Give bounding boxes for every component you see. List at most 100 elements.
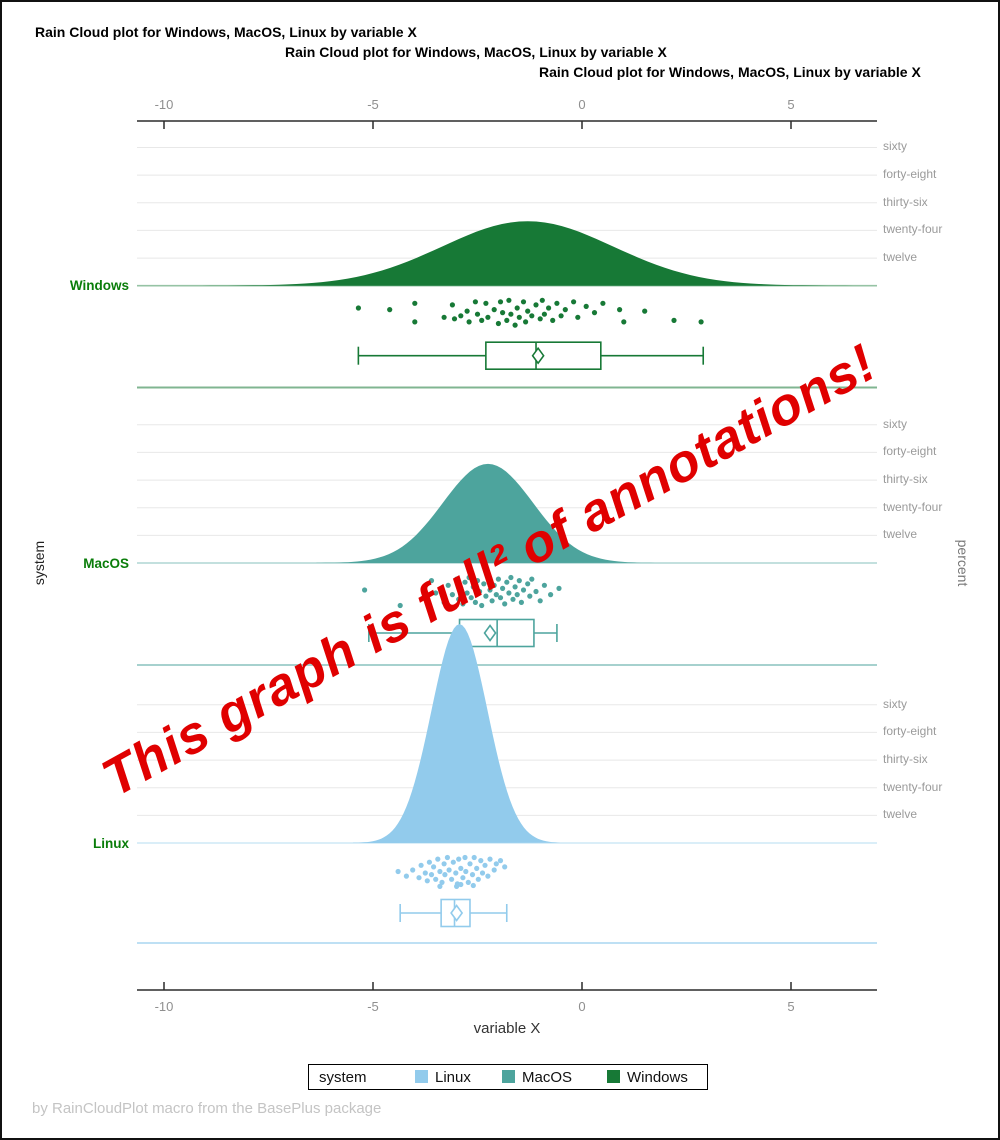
rain-point bbox=[477, 588, 483, 595]
rain-point bbox=[508, 311, 514, 317]
rain-point bbox=[483, 593, 489, 599]
percent-tick-label: twenty-four bbox=[883, 222, 943, 237]
rain-point bbox=[493, 592, 499, 598]
rain-point bbox=[500, 585, 506, 592]
density-cloud-linux bbox=[353, 624, 566, 843]
rain-point bbox=[537, 598, 543, 604]
legend-swatch-windows bbox=[607, 1070, 620, 1083]
bottom-axis-tick-label: -5 bbox=[367, 999, 379, 1014]
rain-point bbox=[556, 585, 562, 592]
rain-point bbox=[583, 303, 589, 309]
rain-point bbox=[550, 317, 556, 323]
percent-tick-label: thirty-six bbox=[883, 472, 928, 487]
rain-point bbox=[571, 299, 577, 305]
percent-tick-label: forty-eight bbox=[883, 444, 937, 459]
box-plot-windows bbox=[357, 341, 705, 371]
percent-tick-label: sixty bbox=[883, 416, 907, 431]
rain-point bbox=[412, 300, 418, 306]
top-axis-tick-label: -5 bbox=[367, 97, 379, 112]
rain-point bbox=[462, 854, 468, 861]
rain-point bbox=[431, 864, 437, 870]
rain-point bbox=[575, 314, 581, 320]
rain-point bbox=[474, 311, 481, 317]
rain-point bbox=[514, 592, 520, 598]
rain-point bbox=[403, 873, 409, 879]
rain-point bbox=[449, 592, 455, 598]
rain-point bbox=[621, 319, 627, 325]
rain-point bbox=[562, 307, 568, 313]
mean-diamond bbox=[531, 346, 545, 365]
rain-point bbox=[453, 870, 459, 876]
rain-point bbox=[479, 602, 485, 609]
rain-point bbox=[426, 859, 432, 865]
rain-point bbox=[508, 574, 514, 581]
rain-point bbox=[466, 574, 472, 581]
rain-point bbox=[482, 862, 488, 868]
rain-point bbox=[506, 590, 512, 596]
chart-title-1: Rain Cloud plot for Windows, MacOS, Linu… bbox=[35, 24, 417, 40]
rain-point bbox=[489, 598, 495, 604]
rain-point bbox=[506, 297, 512, 303]
rain-point bbox=[546, 305, 552, 311]
percent-tick-label: thirty-six bbox=[883, 752, 928, 767]
rain-point bbox=[422, 870, 428, 876]
percent-tick-label: thirty-six bbox=[883, 194, 928, 209]
rain-point bbox=[410, 867, 416, 873]
rain-point bbox=[433, 876, 439, 882]
rain-point bbox=[444, 854, 450, 861]
rain-point bbox=[479, 317, 485, 323]
rain-point bbox=[395, 868, 401, 875]
rain-point bbox=[469, 872, 476, 878]
rain-point bbox=[467, 861, 473, 867]
rain-point bbox=[435, 856, 441, 862]
rain-point bbox=[458, 881, 464, 888]
rain-point bbox=[433, 590, 439, 596]
rain-point bbox=[475, 876, 481, 882]
rain-point bbox=[441, 861, 447, 867]
x-axis-label: variable X bbox=[473, 1020, 541, 1037]
rain-point bbox=[437, 868, 443, 875]
rain-point bbox=[466, 319, 472, 325]
rain-point bbox=[514, 305, 520, 311]
rain-point bbox=[541, 311, 548, 317]
rain-point bbox=[523, 319, 529, 325]
rain-point bbox=[460, 875, 466, 881]
rain-point bbox=[491, 582, 497, 588]
y-axis-label-percent: percent bbox=[955, 539, 971, 587]
rain-point bbox=[474, 578, 481, 584]
percent-tick-label: sixty bbox=[883, 696, 907, 711]
rain-point bbox=[437, 883, 443, 890]
rain-point bbox=[502, 864, 508, 870]
rain-point bbox=[472, 599, 478, 606]
rain-point bbox=[548, 592, 554, 598]
chart-title-3: Rain Cloud plot for Windows, MacOS, Linu… bbox=[539, 64, 921, 80]
y-axis-label-system: system bbox=[31, 540, 47, 586]
rain-point bbox=[446, 867, 452, 873]
rain-point bbox=[449, 876, 455, 882]
rain-point bbox=[591, 310, 598, 316]
rain-point bbox=[355, 305, 361, 311]
rain-point bbox=[485, 314, 491, 320]
percent-tick-label: twelve bbox=[883, 807, 918, 822]
rain-point bbox=[424, 878, 430, 884]
rain-point bbox=[456, 596, 462, 602]
rain-point bbox=[470, 584, 476, 590]
rain-point bbox=[504, 579, 510, 585]
rain-point bbox=[474, 865, 480, 872]
rain-point bbox=[487, 587, 493, 593]
rain-point bbox=[554, 300, 560, 306]
rain-point bbox=[512, 584, 518, 590]
rain-point bbox=[481, 581, 487, 587]
rain-point bbox=[537, 316, 543, 322]
rain-point bbox=[468, 595, 474, 601]
rain-point bbox=[485, 873, 491, 879]
rain-point bbox=[460, 601, 466, 607]
box-plot-linux bbox=[399, 898, 508, 928]
rain-point bbox=[471, 854, 477, 861]
rain-point bbox=[456, 856, 462, 862]
rain-point bbox=[387, 307, 393, 313]
rain-point bbox=[485, 574, 491, 581]
rain-point bbox=[500, 310, 506, 316]
